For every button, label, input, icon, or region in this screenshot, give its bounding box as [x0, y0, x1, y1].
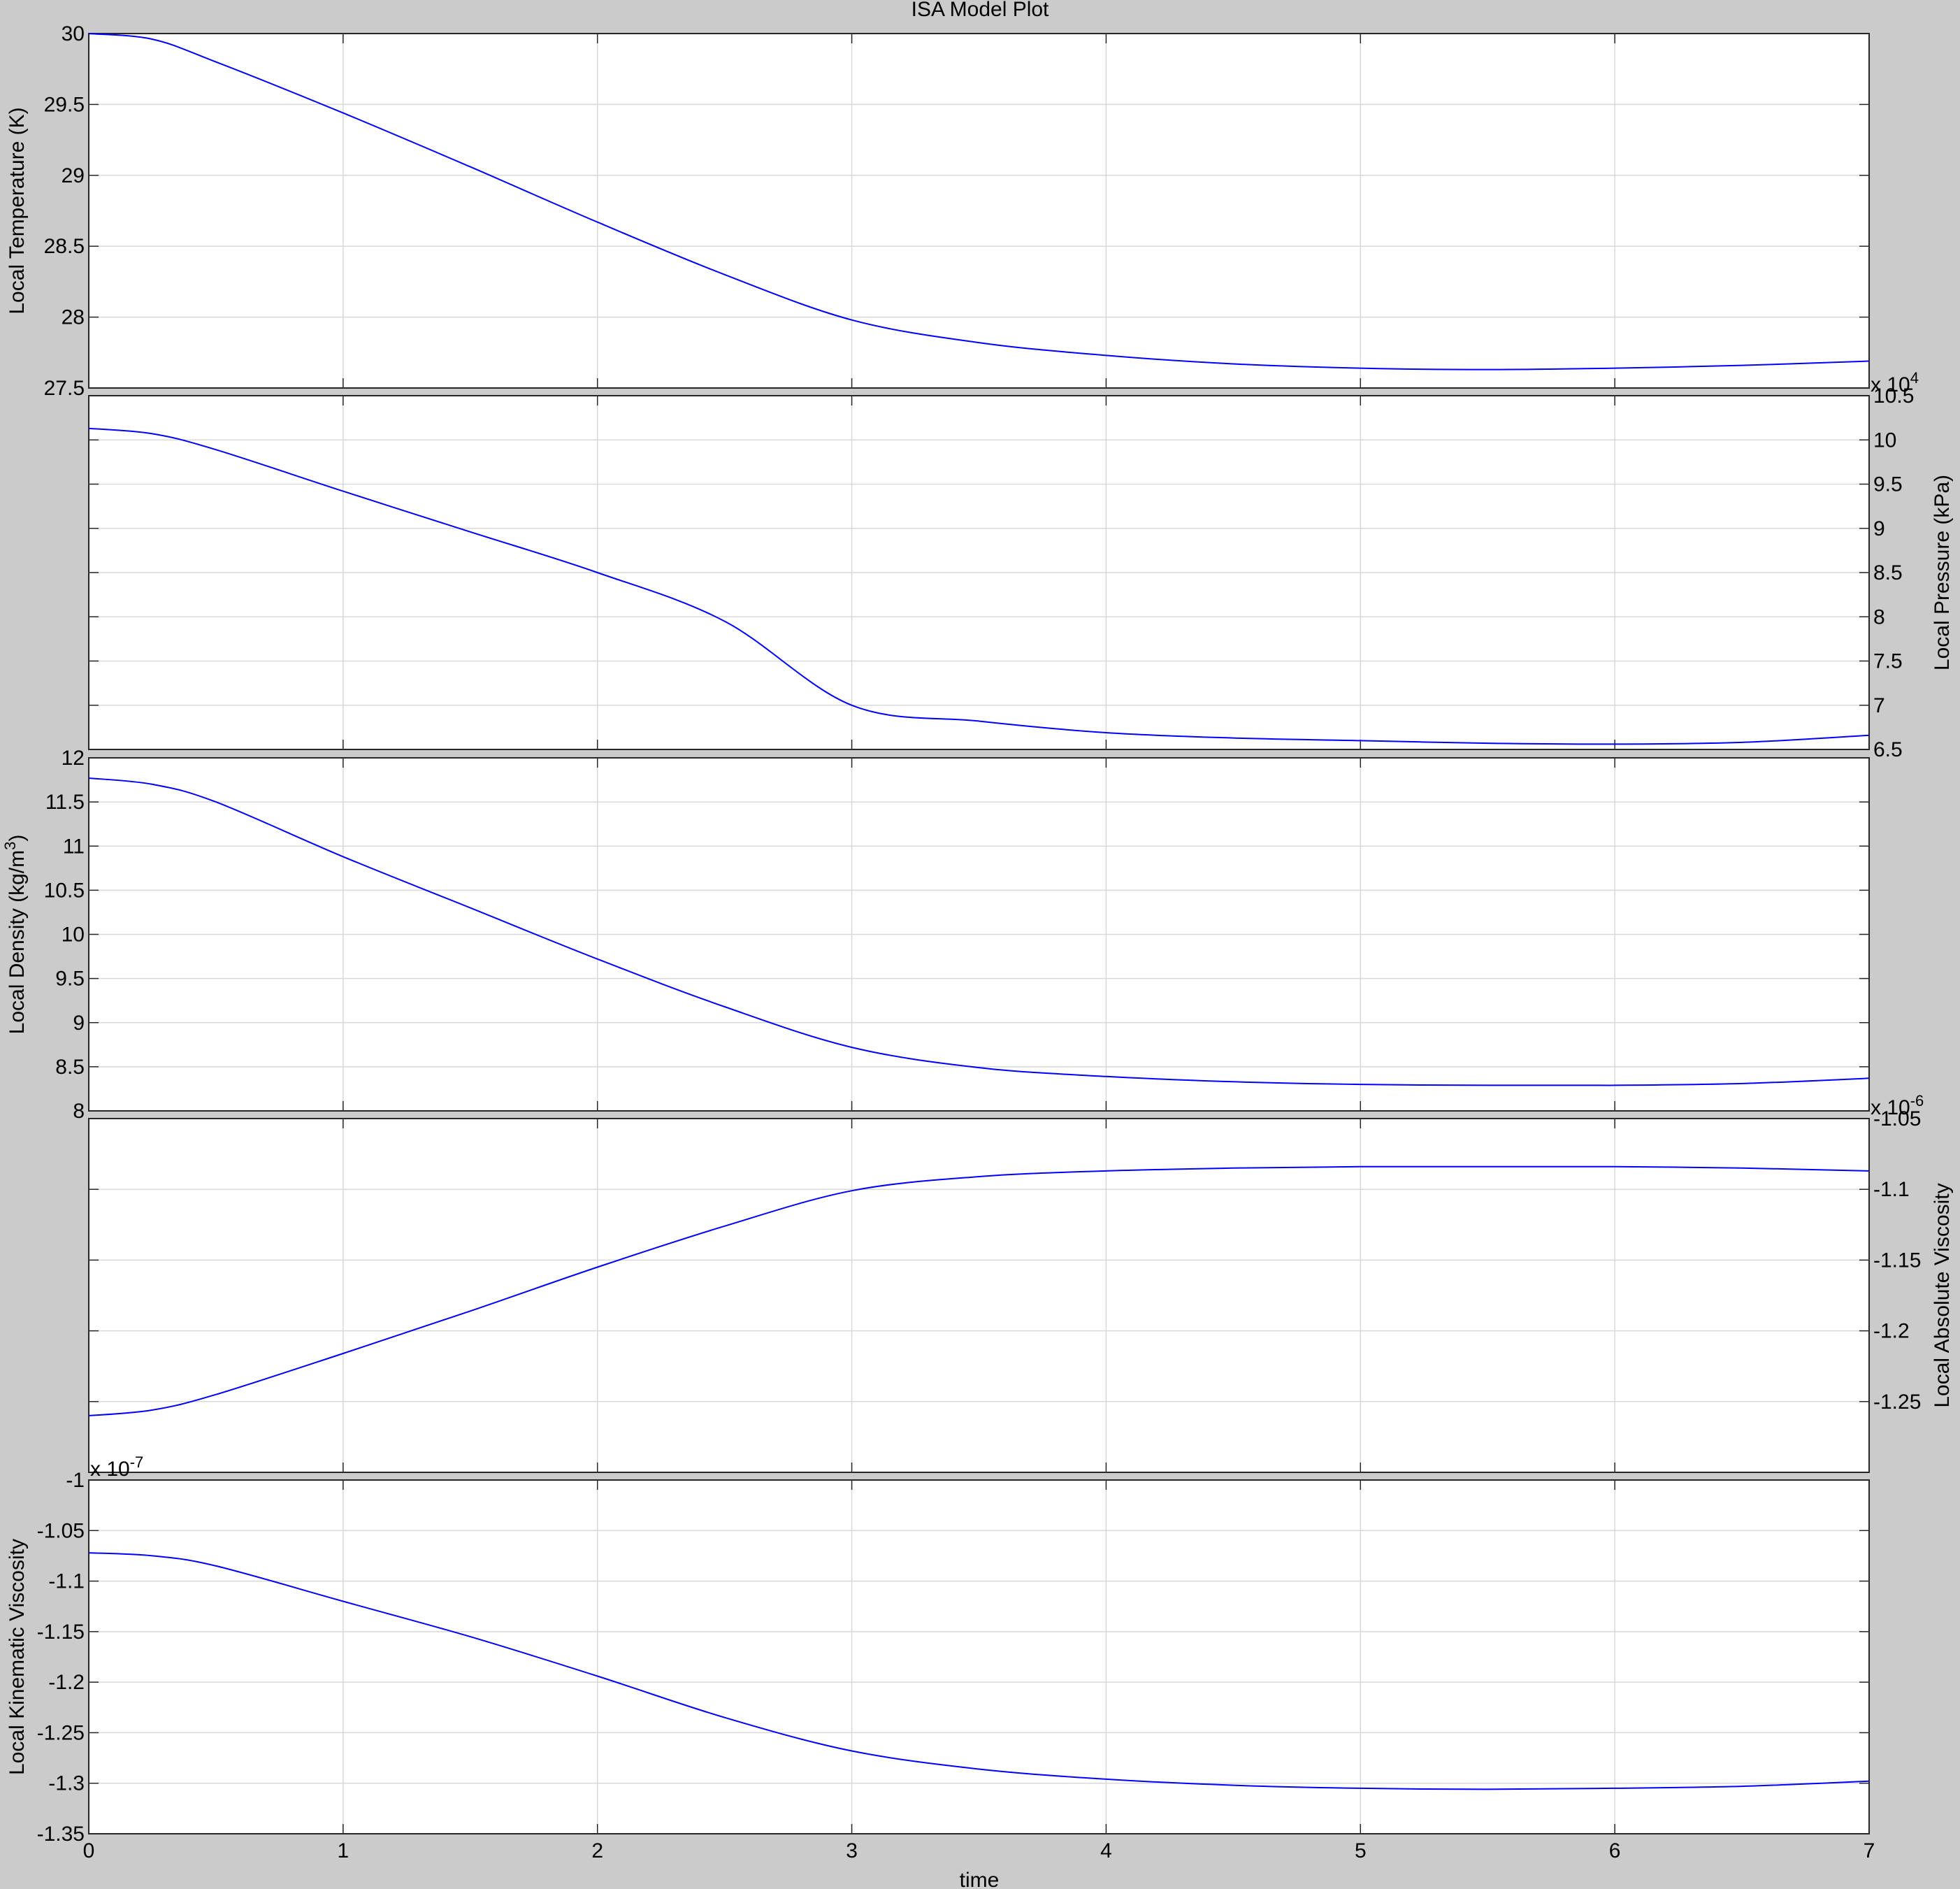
y-tick-label: 27.5	[44, 377, 85, 400]
x-tick-label: 2	[591, 1839, 603, 1862]
y-tick-label: 11	[63, 835, 85, 858]
series-line-3	[88, 777, 1870, 1086]
axes-area	[88, 33, 1870, 389]
y-tick-label: -1.1	[48, 1570, 85, 1593]
x-tick-label: 3	[846, 1839, 858, 1862]
axes-area	[88, 1118, 1870, 1473]
y-tick-label: 8	[1873, 605, 1885, 629]
y-tick-label: 28	[62, 306, 85, 329]
x-tick-label: 7	[1864, 1839, 1875, 1862]
y-tick-label: 12	[62, 747, 85, 770]
y-tick-label: 10	[62, 924, 85, 947]
series-line-1	[88, 33, 1870, 371]
y-tick-label: 11.5	[45, 791, 85, 814]
y-tick-label: 8.5	[1873, 561, 1903, 584]
y-tick-label: -1	[66, 1469, 85, 1492]
subplot-5: -1.35 -1.3 -1.25 -1.2 -1.15 -1.1 -1.05 -1 x 10-7…	[6, 1453, 1875, 1862]
y-tick-label: -1.15	[37, 1621, 85, 1644]
y-tick-label: 10.5	[1873, 385, 1914, 408]
axes-area	[88, 1479, 1870, 1834]
y-tick-label: 7	[1873, 694, 1885, 717]
y-tick-label: 9.5	[1873, 473, 1903, 496]
y-tick-label: 6.5	[1873, 738, 1903, 761]
x-tick-label: 4	[1100, 1839, 1112, 1862]
y-tick-label: -1.1	[1873, 1178, 1910, 1201]
y-tick-label: 7.5	[1873, 650, 1903, 673]
y-tick-label: 10	[1873, 429, 1896, 452]
y-tick-label: 9	[73, 1012, 85, 1035]
y-tick-label: 28.5	[44, 235, 85, 258]
y-tick-label: -1.35	[37, 1823, 85, 1846]
y-tick-label: -1.25	[1873, 1391, 1921, 1414]
figure-title: ISA Model Plot	[911, 0, 1049, 21]
subplot-1: 27.5 28 28.5 29 29.5 30 Local Temperature (K)	[6, 22, 1870, 400]
y-tick-label: 8.5	[55, 1056, 85, 1079]
y-tick-label: 8	[73, 1100, 85, 1123]
x-tick-label: 1	[338, 1839, 350, 1862]
y-axis-label: Local Temperature (K)	[6, 107, 29, 314]
x-tick-label: 6	[1609, 1839, 1621, 1862]
y-tick-label: 10.5	[44, 879, 85, 902]
y-tick-label: -1.05	[1873, 1107, 1921, 1130]
x-tick-label: 0	[83, 1839, 95, 1862]
subplot-3: 8 8.5 9 9.5 10 10.5 11 11.5 12 Local Density (kg/…	[1, 747, 1870, 1123]
y-tick-label: 29	[62, 164, 85, 187]
y-tick-label: -1.25	[37, 1721, 85, 1744]
y-tick-label: 9.5	[55, 968, 85, 991]
y-axis-label: Local Density (kg/m3)	[1, 835, 29, 1035]
series-line-5	[88, 1552, 1870, 1790]
y-exponent-label: x 10-7	[90, 1453, 143, 1481]
x-axis-label: time	[960, 1869, 1000, 1889]
y-axis-label: Local Kinematic Viscosity	[6, 1539, 29, 1775]
y-tick-label: -1.15	[1873, 1249, 1921, 1272]
y-axis-label: Local Pressure (kPa)	[1931, 475, 1954, 670]
y-tick-label: -1.2	[1873, 1320, 1910, 1343]
y-axis-label: Local Absolute Viscosity	[1931, 1183, 1954, 1407]
series-line-2	[88, 427, 1870, 745]
y-tick-label: -1.3	[48, 1772, 85, 1795]
y-tick-label: 9	[1873, 517, 1885, 540]
x-tick-label: 5	[1355, 1839, 1367, 1862]
y-tick-label: 29.5	[44, 93, 85, 116]
y-tick-label: -1.2	[48, 1671, 85, 1694]
series-line-4	[88, 1165, 1870, 1416]
y-tick-label: -1.05	[37, 1519, 85, 1542]
y-tick-label: 30	[62, 22, 85, 45]
